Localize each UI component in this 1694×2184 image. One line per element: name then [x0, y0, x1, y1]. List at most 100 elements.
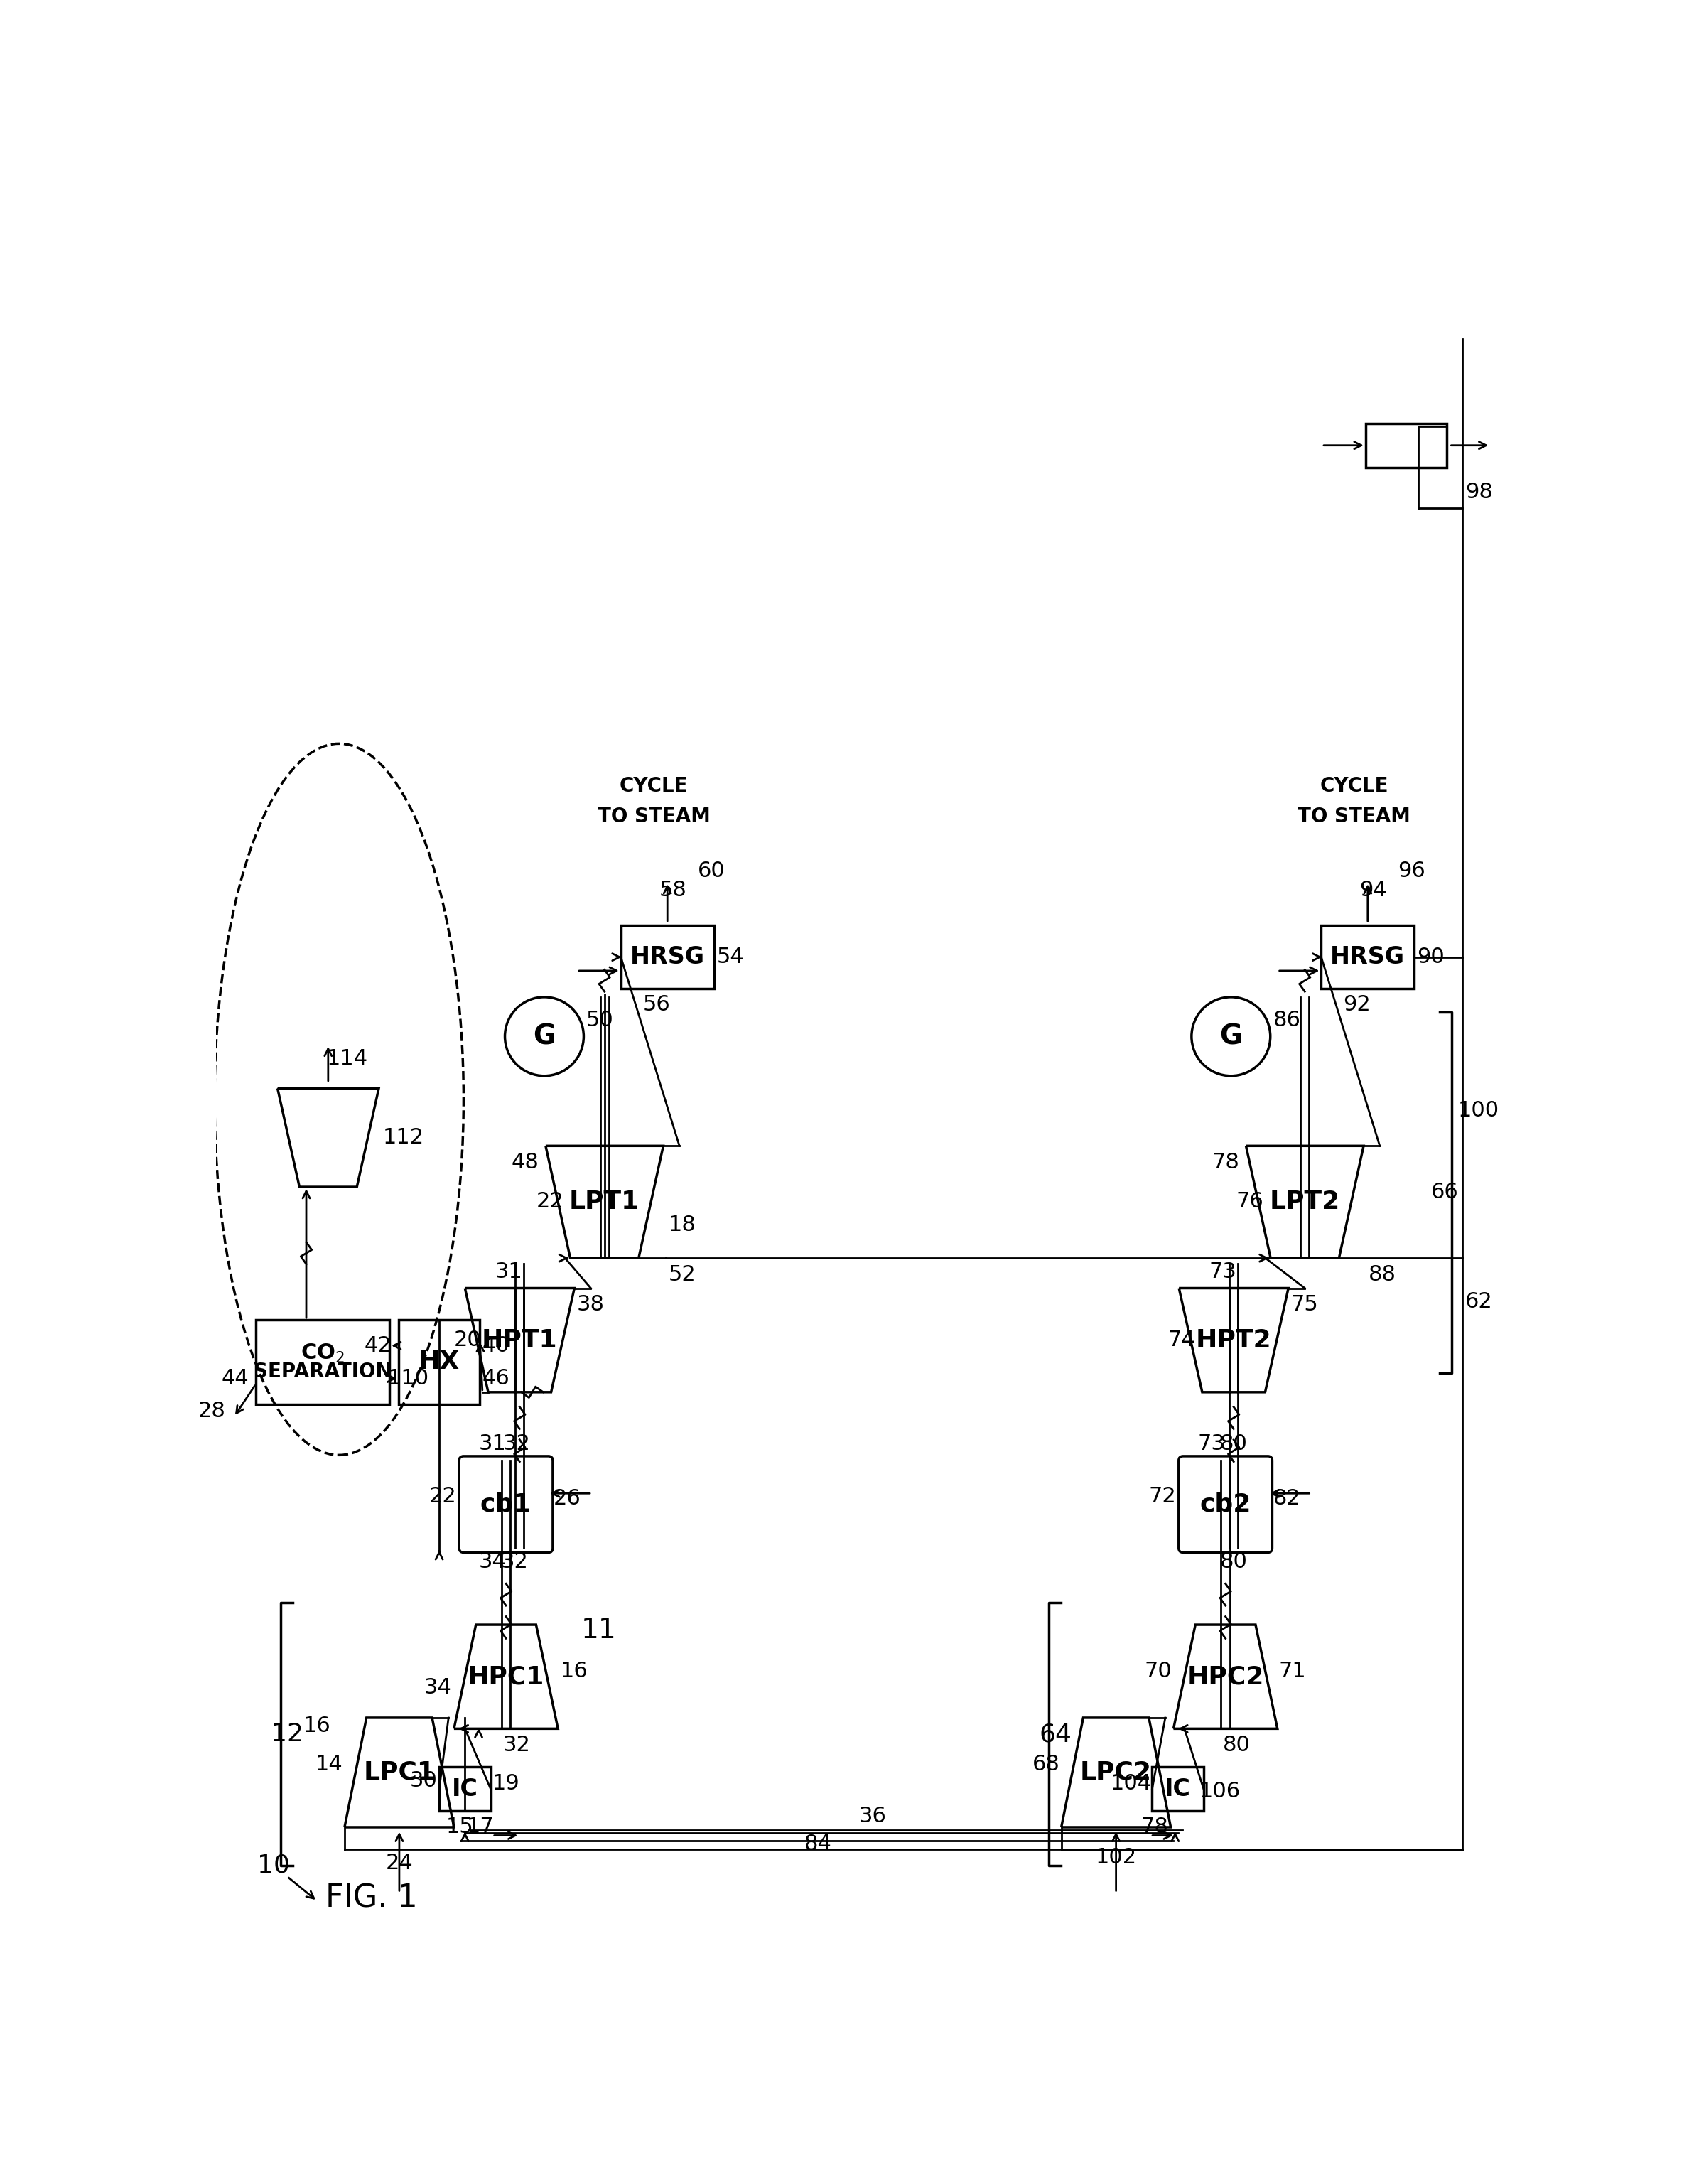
Text: 32: 32	[503, 1734, 530, 1756]
Text: HPT1: HPT1	[481, 1328, 557, 1352]
Text: LPC2: LPC2	[1081, 1760, 1152, 1784]
Text: 64: 64	[1038, 1721, 1072, 1747]
Text: 74: 74	[1167, 1330, 1196, 1350]
Text: 68: 68	[1032, 1754, 1060, 1776]
Text: FIG. 1: FIG. 1	[325, 1883, 418, 1913]
Text: cb1: cb1	[481, 1492, 532, 1516]
Text: 102: 102	[1096, 1848, 1137, 1867]
Text: SEPARATION: SEPARATION	[254, 1363, 391, 1382]
Text: 104: 104	[1111, 1773, 1152, 1793]
Text: CYCLE: CYCLE	[1320, 775, 1389, 797]
Text: 106: 106	[1199, 1782, 1240, 1802]
Text: 36: 36	[859, 1806, 886, 1826]
Text: HPC1: HPC1	[468, 1664, 544, 1688]
Text: 60: 60	[698, 860, 725, 882]
Text: 112: 112	[383, 1127, 424, 1149]
Text: 66: 66	[1431, 1182, 1459, 1203]
Text: 16: 16	[561, 1660, 588, 1682]
Text: 18: 18	[669, 1214, 696, 1236]
Text: 56: 56	[642, 994, 671, 1016]
Text: 22: 22	[429, 1485, 457, 1507]
Text: 72: 72	[1149, 1485, 1176, 1507]
Text: cb2: cb2	[1199, 1492, 1252, 1516]
Text: 98: 98	[1465, 483, 1492, 502]
Text: 84: 84	[805, 1832, 832, 1854]
Bar	[256, 1319, 390, 1404]
Text: 58: 58	[659, 880, 686, 900]
Text: 80: 80	[1220, 1551, 1247, 1572]
Text: 100: 100	[1459, 1101, 1499, 1120]
Bar	[1365, 424, 1447, 467]
Text: HPT2: HPT2	[1196, 1328, 1272, 1352]
Text: IC: IC	[1165, 1778, 1191, 1800]
Text: IC: IC	[452, 1778, 478, 1800]
Text: LPT1: LPT1	[569, 1190, 640, 1214]
Text: 114: 114	[327, 1048, 368, 1068]
Bar	[398, 1319, 479, 1404]
Text: 73: 73	[1210, 1262, 1237, 1282]
Text: 24: 24	[386, 1852, 413, 1874]
Text: TO STEAM: TO STEAM	[598, 806, 710, 826]
Text: 78: 78	[1211, 1151, 1240, 1173]
Text: 96: 96	[1398, 860, 1425, 882]
Text: 80: 80	[1223, 1734, 1250, 1756]
Text: 75: 75	[1291, 1295, 1318, 1315]
Text: 80: 80	[1220, 1435, 1247, 1455]
Text: 90: 90	[1416, 948, 1445, 968]
Text: LPC1: LPC1	[364, 1760, 435, 1784]
Text: 82: 82	[1272, 1489, 1301, 1509]
Text: 10: 10	[257, 1854, 290, 1878]
Text: 14: 14	[315, 1754, 342, 1776]
Text: 26: 26	[554, 1489, 581, 1509]
Text: 73: 73	[1198, 1435, 1225, 1455]
Text: CYCLE: CYCLE	[620, 775, 688, 797]
Text: 22: 22	[535, 1192, 564, 1212]
Text: 54: 54	[717, 948, 744, 968]
Text: 48: 48	[512, 1151, 539, 1173]
Bar	[1321, 926, 1414, 989]
Text: 40: 40	[483, 1334, 510, 1356]
Text: 76: 76	[1237, 1192, 1264, 1212]
Text: 71: 71	[1279, 1660, 1306, 1682]
Text: LPT2: LPT2	[1269, 1190, 1340, 1214]
Text: 52: 52	[669, 1265, 696, 1284]
Bar	[622, 926, 713, 989]
Text: 50: 50	[586, 1009, 613, 1031]
Text: 42: 42	[364, 1334, 391, 1356]
Text: HX: HX	[418, 1350, 459, 1374]
Text: G: G	[534, 1022, 556, 1051]
Text: 32: 32	[500, 1551, 529, 1572]
Text: 30: 30	[410, 1771, 437, 1791]
Text: 15: 15	[446, 1817, 473, 1837]
Text: 34: 34	[424, 1677, 451, 1697]
Text: 92: 92	[1343, 994, 1370, 1016]
Text: 31: 31	[495, 1262, 522, 1282]
Text: 94: 94	[1359, 880, 1387, 900]
Text: 44: 44	[222, 1367, 249, 1389]
Text: TO STEAM: TO STEAM	[1298, 806, 1411, 826]
Text: 88: 88	[1369, 1265, 1396, 1284]
Text: 70: 70	[1145, 1660, 1172, 1682]
Text: 28: 28	[198, 1400, 225, 1422]
Text: 17: 17	[466, 1817, 495, 1837]
Text: 110: 110	[388, 1367, 429, 1389]
Text: 62: 62	[1465, 1291, 1492, 1313]
Bar	[1152, 1767, 1204, 1811]
Text: 34: 34	[478, 1551, 507, 1572]
Text: HPC2: HPC2	[1187, 1664, 1264, 1688]
Text: 16: 16	[303, 1717, 330, 1736]
Text: 20: 20	[454, 1330, 481, 1350]
Text: HRSG: HRSG	[1330, 946, 1404, 970]
Text: 12: 12	[271, 1721, 303, 1747]
Text: 32: 32	[503, 1435, 530, 1455]
Text: CO$_2$: CO$_2$	[300, 1343, 346, 1365]
Text: 11: 11	[581, 1616, 617, 1645]
Text: 38: 38	[578, 1295, 605, 1315]
Text: 86: 86	[1272, 1009, 1301, 1031]
Text: 46: 46	[483, 1367, 510, 1389]
Text: 31: 31	[478, 1435, 507, 1455]
Text: HRSG: HRSG	[630, 946, 705, 970]
Bar	[439, 1767, 491, 1811]
Text: 19: 19	[493, 1773, 520, 1793]
Text: 78: 78	[1142, 1817, 1169, 1837]
